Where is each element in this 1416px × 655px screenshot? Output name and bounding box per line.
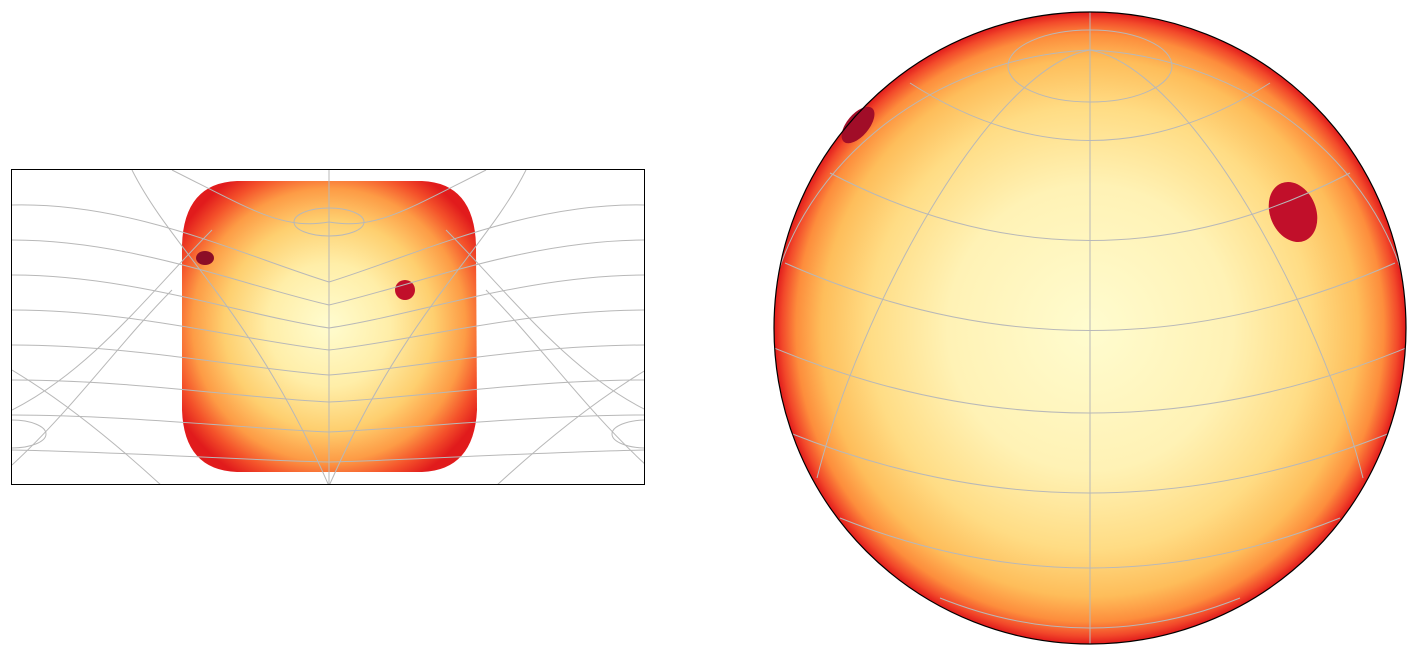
globe-panel bbox=[770, 8, 1410, 648]
globe-spot-dark bbox=[841, 106, 875, 144]
globe-spot-red bbox=[1268, 181, 1318, 243]
map-spot-dark bbox=[196, 251, 214, 265]
globe-svg bbox=[773, 11, 1407, 645]
map-spot-red bbox=[395, 280, 415, 300]
flat-map-panel bbox=[11, 169, 645, 485]
globe-outline bbox=[773, 11, 1407, 645]
flat-map-svg bbox=[12, 170, 644, 484]
globe-graticule bbox=[774, 12, 1406, 644]
map-graticule bbox=[12, 170, 644, 484]
